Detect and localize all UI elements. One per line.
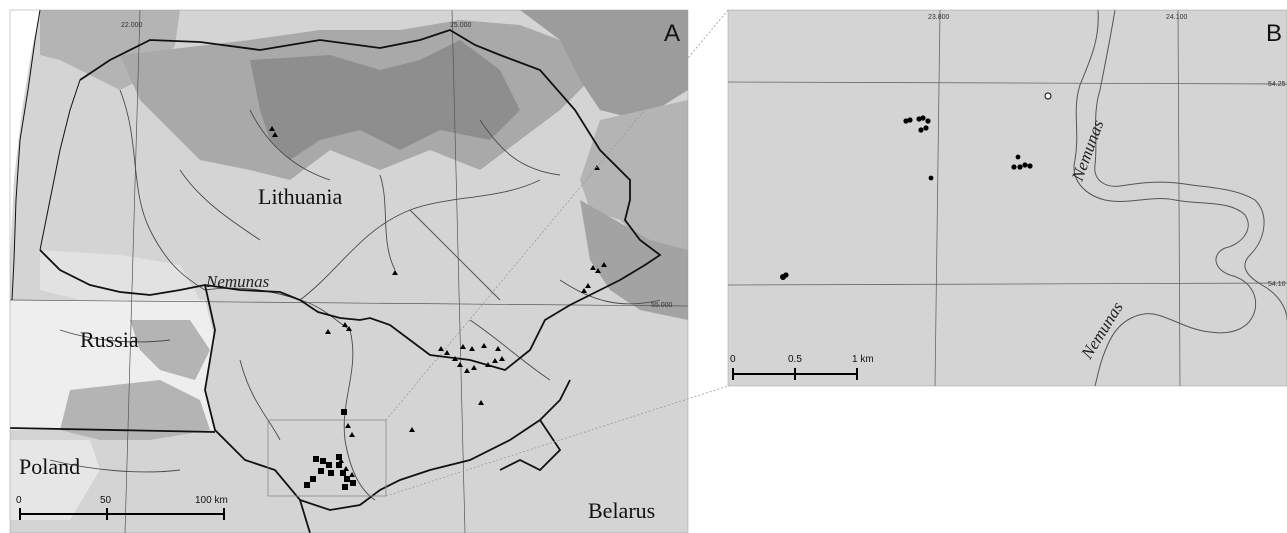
panel-b-frame bbox=[727, 9, 1287, 387]
grid-label-b-lon-1: 23.800 bbox=[928, 14, 950, 21]
basin-north-dark bbox=[250, 40, 520, 160]
panel-b-river-banks bbox=[1073, 10, 1287, 386]
poland-light bbox=[10, 440, 100, 520]
inset-extent-box bbox=[267, 419, 387, 497]
open-circle-marker bbox=[1044, 92, 1052, 100]
scale-bar-b: 0 0.5 1 km bbox=[730, 354, 874, 380]
square-markers bbox=[304, 409, 356, 490]
basin-northeast bbox=[520, 10, 688, 120]
scale-bar-a: 0 50 100 km bbox=[16, 495, 228, 520]
scale-a-tick-0: 0 bbox=[16, 495, 22, 506]
basin-east bbox=[580, 100, 688, 260]
basin-poland bbox=[60, 380, 210, 440]
basin-east-2 bbox=[580, 200, 688, 320]
scale-b-tick-2: 1 km bbox=[852, 354, 874, 365]
panel-b-background bbox=[728, 10, 1287, 386]
kaliningrad-lighter bbox=[40, 250, 200, 300]
grid-label-b-lat-1: 54.25 bbox=[1268, 81, 1286, 88]
inset-connector-lines bbox=[385, 9, 729, 497]
grid-label-lon-2: 25.000 bbox=[450, 22, 472, 29]
scale-b-tick-1: 0.5 bbox=[788, 354, 802, 365]
label-russia: Russia bbox=[80, 327, 139, 352]
filled-circle-markers bbox=[780, 115, 1033, 280]
label-lithuania: Lithuania bbox=[258, 184, 343, 209]
grid-label-b-lat-2: 54.10 bbox=[1268, 281, 1286, 288]
grid-label-lat-1: 55.000 bbox=[651, 302, 673, 309]
panel-a-rivers bbox=[49, 89, 661, 501]
scale-a-tick-2: 100 km bbox=[195, 495, 228, 506]
label-poland: Poland bbox=[19, 454, 80, 479]
label-river-nemunas-a: Nemunas bbox=[205, 272, 270, 291]
panel-a-map: A Lithuania Russia Poland Belarus Nemuna… bbox=[10, 10, 688, 533]
grid-label-b-lon-2: 24.100 bbox=[1166, 14, 1188, 21]
scale-a-tick-1: 50 bbox=[100, 495, 112, 506]
panel-a-borders bbox=[10, 10, 662, 533]
panel-b-graticule bbox=[728, 10, 1287, 386]
sea-area bbox=[10, 10, 40, 260]
basin-russia bbox=[130, 320, 210, 380]
panel-a-graticule bbox=[10, 10, 688, 533]
scale-b-tick-0: 0 bbox=[730, 354, 736, 365]
panel-a-frame bbox=[9, 9, 689, 533]
panel-b-map: B Nemunas Nemunas 23.800 24.100 54.25 54… bbox=[728, 10, 1287, 386]
panel-a-letter: A bbox=[664, 20, 680, 47]
panel-b-letter: B bbox=[1266, 20, 1282, 47]
label-belarus: Belarus bbox=[588, 498, 655, 523]
grid-label-lon-1: 22.000 bbox=[121, 22, 143, 29]
